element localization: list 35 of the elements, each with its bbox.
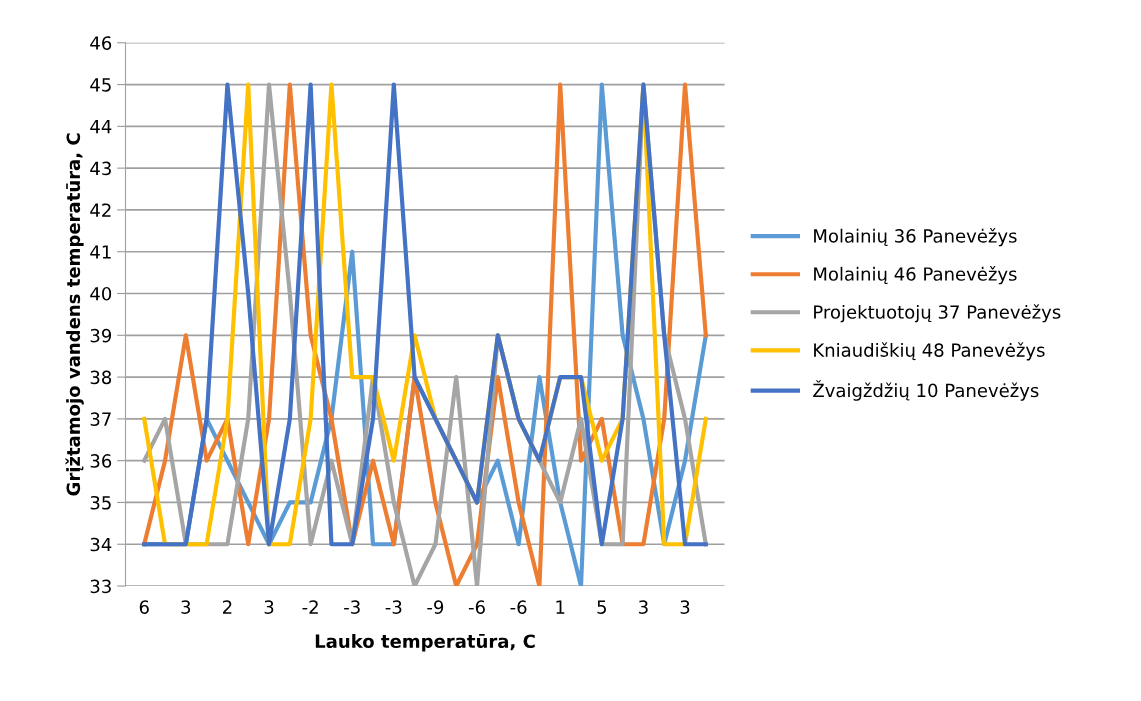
legend-label: Kniaudiškių 48 Panevėžys [814,342,1045,361]
x-tick-label: 3 [264,600,274,614]
y-axis-title: Grįžtamojo vandens temperatūra, C [65,133,84,496]
y-tick-label: 35 [90,495,111,510]
x-tick-label: 3 [181,600,191,614]
y-tick-label: 42 [90,203,111,217]
y-tick-label: 33 [90,579,111,594]
x-tick-label: 6 [139,600,149,614]
x-tick-label: 3 [680,600,690,614]
x-tick-label: -6 [468,600,485,614]
y-tick-label: 34 [90,537,112,552]
y-tick-label: 41 [90,245,111,259]
legend-label: Molainių 36 Panevėžys [814,228,1017,247]
y-tick-label: 37 [90,412,111,426]
x-tick-label: -9 [427,600,444,614]
x-tick-label: 5 [597,600,606,614]
x-tick-label: 3 [639,600,648,614]
y-tick-label: 46 [90,36,112,50]
legend-label: Projektuotojų 37 Panevėžys [814,304,1061,323]
legend-label: Molainių 46 Panevėžys [814,266,1017,285]
y-tick-label: 43 [90,161,111,176]
y-tick-label: 44 [90,120,112,134]
y-tick-label: 36 [90,454,112,468]
y-tick-label: 39 [90,328,112,343]
y-tick-label: 38 [90,370,112,385]
x-tick-label: -2 [302,600,318,614]
x-tick-label: -3 [344,600,360,614]
x-tick-label: 1 [556,600,565,614]
y-tick-label: 40 [90,286,112,301]
x-axis-title: Lauko temperatūra, C [315,634,535,652]
y-tick-label: 45 [90,78,111,92]
x-tick-label: -3 [385,600,402,614]
x-tick-label: -6 [510,600,527,614]
legend-label: Žvaigždžių 10 Panevėžys [813,380,1039,401]
x-tick-label: 2 [223,600,232,614]
